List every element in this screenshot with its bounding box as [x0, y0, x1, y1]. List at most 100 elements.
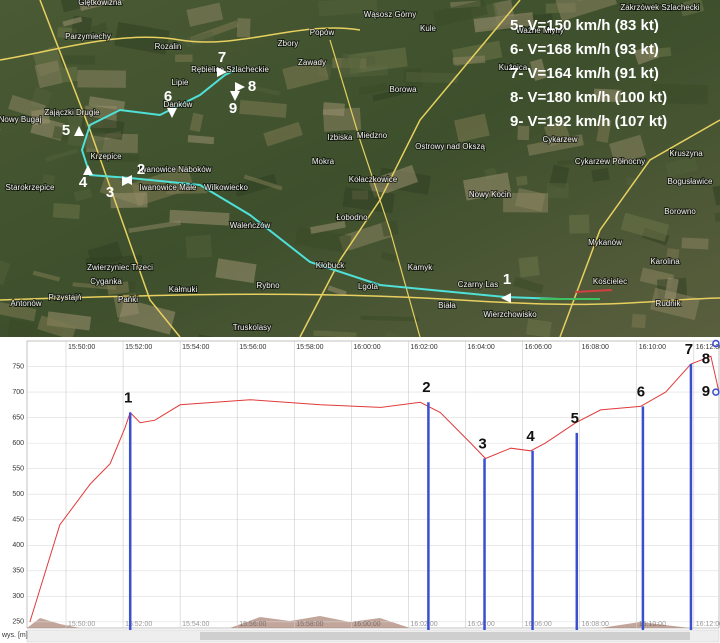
- field: [358, 82, 389, 95]
- speed-note: 5- V=150 km/h (83 kt): [510, 17, 659, 34]
- speed-note: 9- V=192 km/h (107 kt): [510, 113, 667, 130]
- field: [37, 315, 77, 340]
- field: [128, 220, 181, 234]
- field: [81, 152, 140, 163]
- field: [513, 276, 544, 295]
- x-tick-label: 15:56:00: [239, 621, 266, 628]
- y-tick-label: 700: [12, 389, 24, 396]
- field: [236, 18, 251, 38]
- field: [712, 184, 720, 206]
- field: [0, 301, 37, 322]
- field: [625, 177, 639, 186]
- place-label: Ważne Młyny: [516, 26, 564, 35]
- field: [338, 221, 393, 253]
- map: Glętkowizna Parzymiechy Rozalin Rębielice S…: [0, 0, 720, 462]
- field: [665, 156, 698, 178]
- field: [114, 21, 170, 55]
- field: [679, 0, 705, 17]
- place-label: Wilkowiecko: [204, 183, 249, 192]
- place-label: Kłobuck: [316, 261, 345, 270]
- place-label: Iwanowice Małe: [140, 183, 197, 192]
- field: [568, 214, 590, 234]
- field: [189, 112, 204, 133]
- place-label: Kałmuki: [169, 285, 198, 294]
- marker-label: 2: [422, 379, 430, 396]
- field: [45, 148, 79, 162]
- place-label: Zbory: [278, 39, 298, 48]
- flight-route: [80, 69, 600, 300]
- route-point-label: 5: [62, 122, 70, 139]
- field: [90, 22, 108, 35]
- field: [666, 248, 680, 262]
- y-tick-label: 350: [12, 568, 24, 575]
- road: [39, 0, 181, 338]
- place-label: Rybno: [256, 281, 280, 290]
- field: [186, 2, 224, 27]
- map-labels: Glętkowizna Parzymiechy Rozalin Rębielice S…: [0, 0, 714, 333]
- place-label: Przystajń: [49, 293, 82, 302]
- x-tick-label: 15:58:00: [296, 344, 323, 351]
- marker-label: 5: [571, 410, 579, 427]
- field: [263, 121, 303, 147]
- route-marker: [501, 293, 511, 303]
- place-label: Nowy Bugaj: [0, 115, 42, 124]
- x-tick-label: 16:12:00: [696, 621, 720, 628]
- field: [313, 330, 357, 339]
- plot-area: [26, 340, 720, 629]
- field: [405, 72, 459, 84]
- marker-label: 9: [702, 383, 710, 400]
- speed-notes: 5- V=150 km/h (83 kt) 6- V=168 km/h (93 k…: [510, 17, 667, 130]
- field: [348, 47, 408, 74]
- x-tick-label: 16:08:00: [582, 621, 609, 628]
- field: [360, 315, 419, 322]
- field: [463, 172, 512, 201]
- place-label: Miedzno: [357, 131, 388, 140]
- place-label: Krzepice: [90, 152, 122, 161]
- place-label: Borowno: [664, 207, 696, 216]
- place-label: Wąsosz Górny: [364, 10, 416, 19]
- field: [340, 53, 362, 77]
- place-label: Lipie: [172, 78, 189, 87]
- field: [503, 192, 549, 213]
- place-label: Popów: [310, 28, 335, 37]
- y-tick-label: 600: [12, 440, 24, 447]
- x-tick-label: 16:10:00: [639, 344, 666, 351]
- field: [243, 174, 283, 191]
- place-label: Starokrzepice: [6, 183, 55, 192]
- route-marker: [74, 126, 84, 136]
- road: [0, 27, 361, 61]
- field: [31, 108, 51, 126]
- x-tick-label: 15:58:00: [296, 621, 323, 628]
- x-tick-label: 15:52:00: [125, 344, 152, 351]
- field: [681, 237, 709, 250]
- route-point-label: 2: [137, 161, 145, 178]
- field: [529, 58, 547, 81]
- place-label: Cykarzew: [542, 135, 577, 144]
- y-tick-label: 550: [12, 466, 24, 473]
- route-marker: [230, 91, 240, 101]
- x-tick-label: 16:04:00: [468, 621, 495, 628]
- x-tick-label: 16:12:00: [696, 344, 720, 351]
- scrollbar-thumb[interactable]: [200, 632, 690, 640]
- y-tick-label: 500: [12, 491, 24, 498]
- field: [593, 88, 622, 103]
- field: [169, 209, 230, 226]
- x-tick-label: 15:52:00: [125, 621, 152, 628]
- field: [631, 313, 646, 329]
- route-marker: [217, 67, 227, 77]
- field: [34, 60, 63, 89]
- place-label: Biała: [438, 301, 456, 310]
- place-label: Kościelec: [593, 277, 627, 286]
- field: [549, 164, 570, 189]
- place-label: Mokra: [312, 157, 335, 166]
- place-label: Waleńczów: [230, 221, 271, 230]
- route-point-label: 1: [503, 271, 511, 288]
- marker-label: 4: [526, 428, 535, 445]
- x-tick-label: 15:54:00: [182, 344, 209, 351]
- field: [518, 256, 540, 278]
- place-label: Łobodno: [336, 213, 368, 222]
- route-points: 1 2 3 4 5 6 7 89: [62, 49, 511, 303]
- y-tick-label: 300: [12, 593, 24, 600]
- x-tick-label: 16:08:00: [582, 344, 609, 351]
- field: [110, 192, 148, 209]
